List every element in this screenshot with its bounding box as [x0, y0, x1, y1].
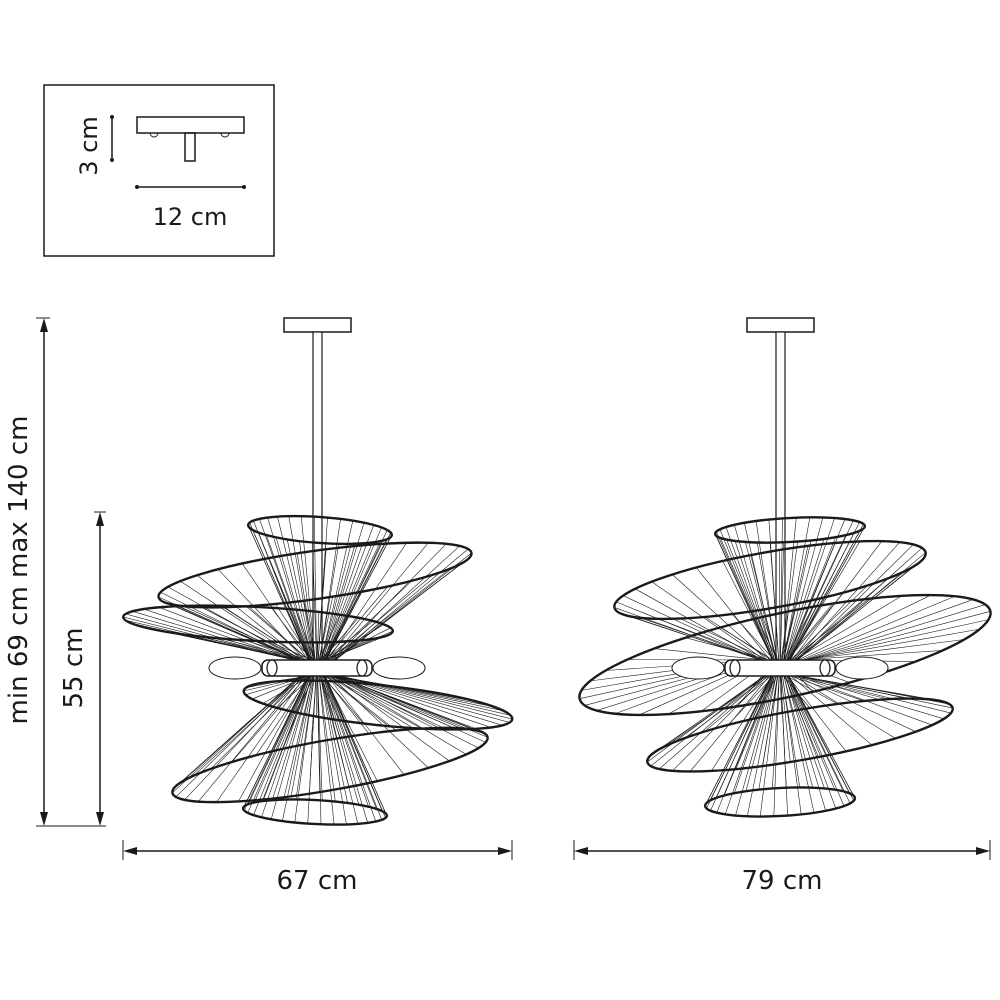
bulb-holder	[671, 656, 889, 680]
front-width-label: 67 cm	[277, 866, 358, 896]
socket	[356, 659, 368, 677]
socket	[266, 659, 278, 677]
inset-width-dimension	[135, 185, 246, 189]
bulb	[835, 656, 889, 680]
total-height-dimension	[36, 317, 106, 827]
side-width-dimension	[573, 840, 991, 860]
wire-loop	[241, 675, 389, 826]
canopy-screws	[149, 132, 230, 138]
canopy-inset: 3 cm 12 cm	[43, 84, 275, 257]
total-height-label: min 69 cm max 140 cm	[4, 416, 34, 725]
bulb	[208, 656, 262, 680]
body-height-label: 55 cm	[59, 628, 89, 709]
suspension-rod	[775, 331, 786, 661]
socket	[729, 659, 741, 677]
bulb	[372, 656, 426, 680]
wire-loop	[121, 604, 395, 661]
bulb	[671, 656, 725, 680]
canopy	[746, 317, 815, 333]
lamp-side-view	[578, 317, 992, 818]
canopy	[283, 317, 352, 333]
side-width-label: 79 cm	[742, 866, 823, 896]
inset-height-label: 3 cm	[75, 116, 103, 175]
front-width-dimension	[122, 840, 513, 860]
socket	[819, 659, 831, 677]
inset-frame	[43, 84, 275, 257]
wire-loop	[703, 675, 857, 818]
bulb-holder	[208, 656, 426, 680]
wire-loop	[171, 675, 489, 804]
canopy-stem	[184, 132, 196, 162]
body-height-dimension	[94, 511, 106, 826]
inset-height-dimension	[110, 115, 114, 162]
lamp-front-view	[121, 317, 514, 826]
canopy-plate	[136, 116, 245, 134]
inset-width-label: 12 cm	[153, 203, 228, 231]
